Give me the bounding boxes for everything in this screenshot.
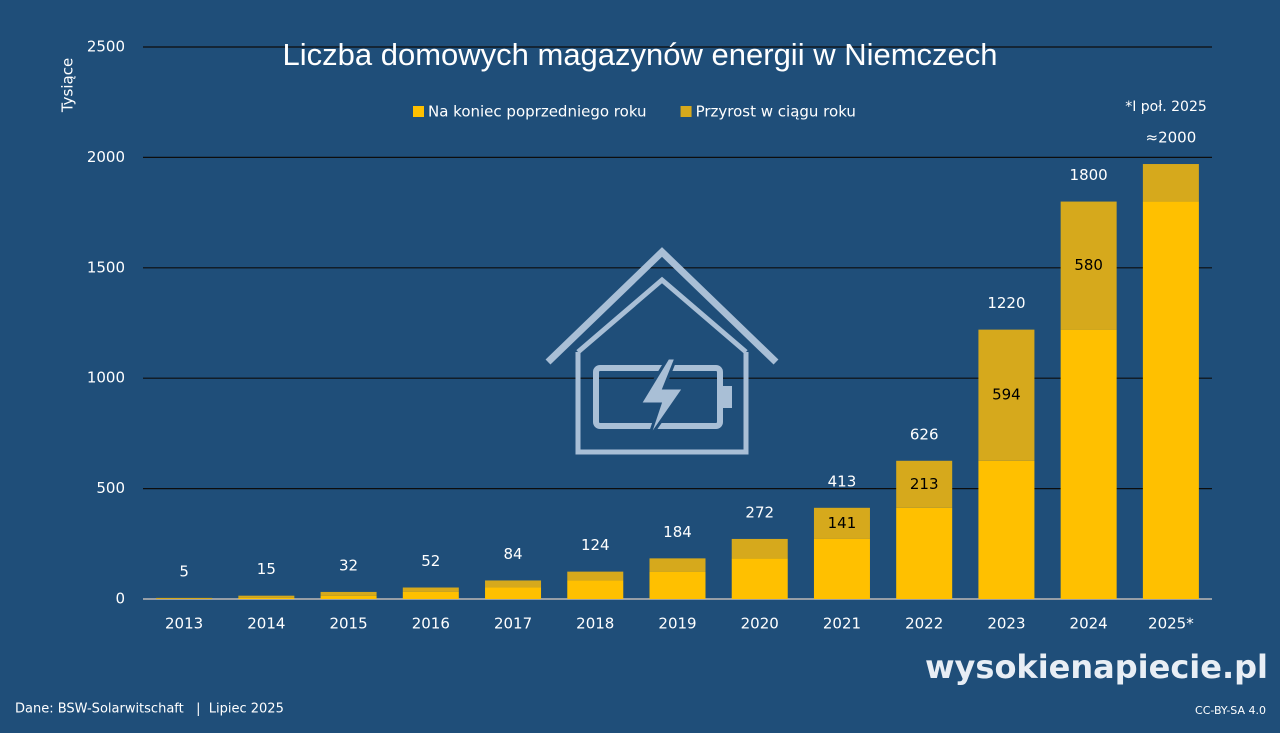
total-label: 84 xyxy=(503,545,522,563)
bar-segment xyxy=(567,571,624,581)
x-tick-label: 2021 xyxy=(823,615,861,633)
x-tick-label: 2022 xyxy=(905,615,943,633)
chart-title: Liczba domowych magazynów energii w Niem… xyxy=(282,37,997,72)
y-axis-label: Tysiące xyxy=(59,58,77,113)
bar-segment xyxy=(813,507,870,539)
segment-label: 594 xyxy=(992,386,1021,404)
bar-segment xyxy=(978,329,1035,461)
x-tick-label: 2015 xyxy=(329,615,367,633)
legend-label: Na koniec poprzedniego roku xyxy=(428,103,647,121)
y-tick-label: 2000 xyxy=(87,148,125,166)
bar-segment xyxy=(813,538,870,599)
x-tick-label: 2024 xyxy=(1070,615,1108,633)
bar-segment xyxy=(320,595,377,599)
bar-segment xyxy=(896,460,953,508)
total-label: 626 xyxy=(910,425,939,443)
bar-segment xyxy=(485,580,542,588)
total-label: 124 xyxy=(581,536,610,554)
segment-label: 213 xyxy=(910,475,939,493)
y-tick-label: 2500 xyxy=(87,38,125,56)
legend-swatch xyxy=(680,106,692,117)
watermark: wysokienapiecie.pl xyxy=(925,648,1268,686)
x-tick-label: 2018 xyxy=(576,615,614,633)
source: Dane: BSW-Solarwitschaft | Lipiec 2025 xyxy=(15,702,284,717)
bar-segment xyxy=(238,597,295,599)
x-tick-label: 2014 xyxy=(247,615,285,633)
total-label: 32 xyxy=(339,556,358,574)
segment-label: 580 xyxy=(1074,256,1103,274)
bar-segment xyxy=(896,507,953,599)
total-label: 413 xyxy=(828,472,857,490)
bar-segment xyxy=(238,595,295,598)
house-icon xyxy=(545,247,779,455)
y-tick-label: 500 xyxy=(96,479,125,497)
bar-segment xyxy=(731,538,788,559)
bar-segment xyxy=(1142,164,1199,202)
bar-segment xyxy=(978,460,1035,599)
bar-segment xyxy=(402,587,459,592)
x-tick-label: 2020 xyxy=(741,615,779,633)
x-tick-label: 2013 xyxy=(165,615,203,633)
x-tick-label: 2023 xyxy=(987,615,1025,633)
bar-segment xyxy=(649,558,706,572)
x-tick-label: 2017 xyxy=(494,615,532,633)
bar-segment xyxy=(402,591,459,599)
x-tick-label: 2016 xyxy=(412,615,450,633)
bar-segment xyxy=(320,591,377,596)
bar-segment xyxy=(1142,201,1199,599)
bar-segment xyxy=(649,571,706,599)
x-tick-label: 2025* xyxy=(1148,615,1194,633)
total-label: 5 xyxy=(179,562,189,580)
annotation: *I poł. 2025 xyxy=(1125,99,1207,115)
bar-segment xyxy=(1060,329,1117,599)
license: CC-BY-SA 4.0 xyxy=(1195,704,1266,717)
y-tick-label: 1000 xyxy=(87,369,125,387)
bar-segment xyxy=(1060,201,1117,330)
total-label: ≈2000 xyxy=(1146,129,1197,147)
bar-segment xyxy=(567,580,624,599)
total-label: 15 xyxy=(257,560,276,578)
legend-label: Przyrost w ciągu roku xyxy=(696,103,856,121)
total-label: 1220 xyxy=(987,294,1025,312)
total-label: 184 xyxy=(663,523,692,541)
legend-swatch xyxy=(413,106,424,117)
y-tick-label: 1500 xyxy=(87,258,125,276)
bar-segment xyxy=(731,558,788,599)
y-tick-label: 0 xyxy=(115,590,125,608)
bar-segment xyxy=(156,597,213,599)
total-label: 52 xyxy=(421,552,440,570)
total-label: 272 xyxy=(745,503,774,521)
x-tick-label: 2019 xyxy=(658,615,696,633)
total-label: 1800 xyxy=(1070,166,1108,184)
segment-label: 141 xyxy=(828,514,857,532)
bar-segment xyxy=(485,587,542,599)
